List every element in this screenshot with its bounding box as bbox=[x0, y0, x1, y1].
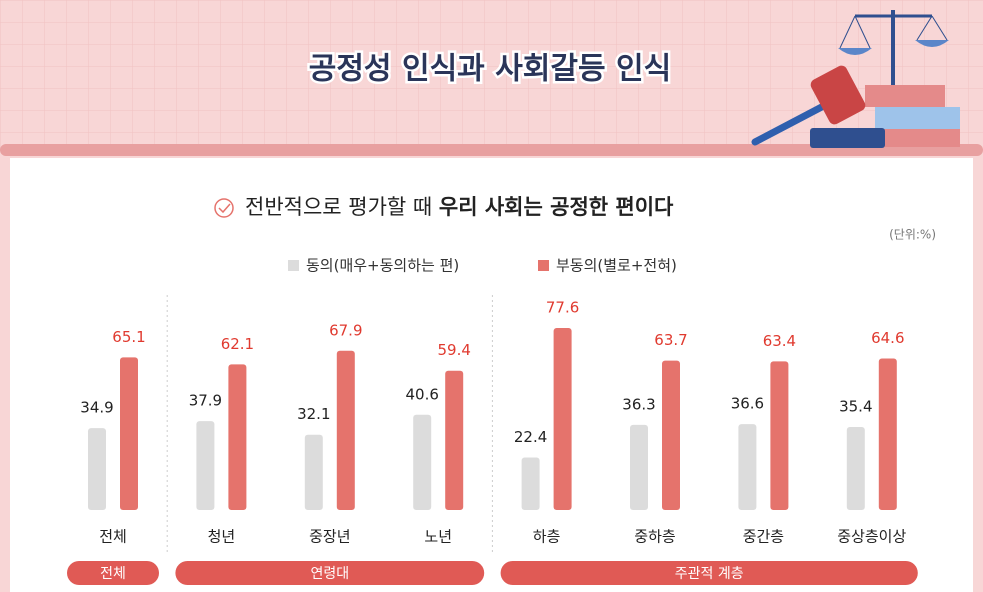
legend-swatch bbox=[538, 260, 549, 271]
category-label: 중하층 bbox=[634, 528, 675, 546]
group-pill bbox=[175, 561, 485, 585]
bar bbox=[228, 364, 247, 510]
bar bbox=[521, 457, 540, 510]
unit-label: (단위:%) bbox=[889, 228, 936, 242]
bar bbox=[630, 424, 648, 510]
bar bbox=[304, 434, 323, 510]
illustration bbox=[751, 10, 960, 148]
subtitle-normal: 전반적으로 평가할 때 bbox=[245, 195, 439, 219]
value-label: 32.1 bbox=[297, 405, 330, 423]
subtitle: 전반적으로 평가할 때 우리 사회는 공정한 편이다 bbox=[245, 195, 674, 219]
bar bbox=[553, 328, 572, 510]
header-grid bbox=[0, 0, 983, 150]
bar bbox=[770, 361, 789, 510]
value-label: 22.4 bbox=[514, 428, 547, 446]
category-label: 중상층이상 bbox=[837, 528, 906, 546]
group-label: 주관적 계층 bbox=[675, 566, 744, 582]
legend-label: 동의(매우+동의하는 편) bbox=[306, 257, 459, 275]
value-label: 77.6 bbox=[546, 299, 579, 317]
bar bbox=[196, 421, 215, 510]
value-label: 63.4 bbox=[763, 332, 796, 350]
value-label: 36.6 bbox=[731, 395, 764, 413]
category-label: 중장년 bbox=[309, 528, 350, 546]
group-label: 연령대 bbox=[310, 566, 349, 582]
category-label: 노년 bbox=[424, 528, 452, 546]
legend-swatch bbox=[288, 260, 299, 271]
category-label: 중간층 bbox=[743, 528, 784, 546]
header-stripe bbox=[0, 144, 983, 156]
panel bbox=[10, 158, 973, 592]
group-pill bbox=[500, 561, 918, 585]
bar bbox=[445, 370, 464, 510]
bar bbox=[336, 350, 355, 510]
bar bbox=[846, 426, 865, 510]
category-label: 하층 bbox=[533, 528, 561, 546]
title: 공정성 인식과 사회갈등 인식 bbox=[309, 52, 672, 87]
value-label: 65.1 bbox=[112, 328, 145, 346]
bar bbox=[88, 428, 106, 510]
category-label: 전체 bbox=[99, 528, 127, 546]
legend-label: 부동의(별로+전혀) bbox=[556, 257, 677, 275]
category-label: 청년 bbox=[208, 528, 236, 546]
value-label: 37.9 bbox=[189, 392, 222, 410]
bar bbox=[413, 414, 432, 510]
bar bbox=[120, 357, 138, 510]
value-label: 64.6 bbox=[871, 329, 904, 347]
subtitle-bold: 우리 사회는 공정한 편이다 bbox=[439, 195, 674, 219]
value-label: 62.1 bbox=[221, 335, 254, 353]
group-label: 전체 bbox=[100, 566, 126, 582]
value-label: 35.4 bbox=[839, 397, 872, 415]
bar bbox=[738, 424, 757, 510]
value-label: 59.4 bbox=[437, 341, 470, 359]
value-label: 67.9 bbox=[329, 321, 362, 339]
value-label: 63.7 bbox=[654, 331, 687, 349]
value-label: 40.6 bbox=[405, 385, 438, 403]
bar bbox=[878, 358, 897, 510]
value-label: 36.3 bbox=[622, 395, 655, 413]
check-mark bbox=[218, 203, 231, 214]
bar bbox=[662, 360, 680, 510]
group-pill bbox=[67, 561, 159, 585]
value-label: 34.9 bbox=[80, 399, 113, 417]
check-icon bbox=[214, 198, 234, 218]
